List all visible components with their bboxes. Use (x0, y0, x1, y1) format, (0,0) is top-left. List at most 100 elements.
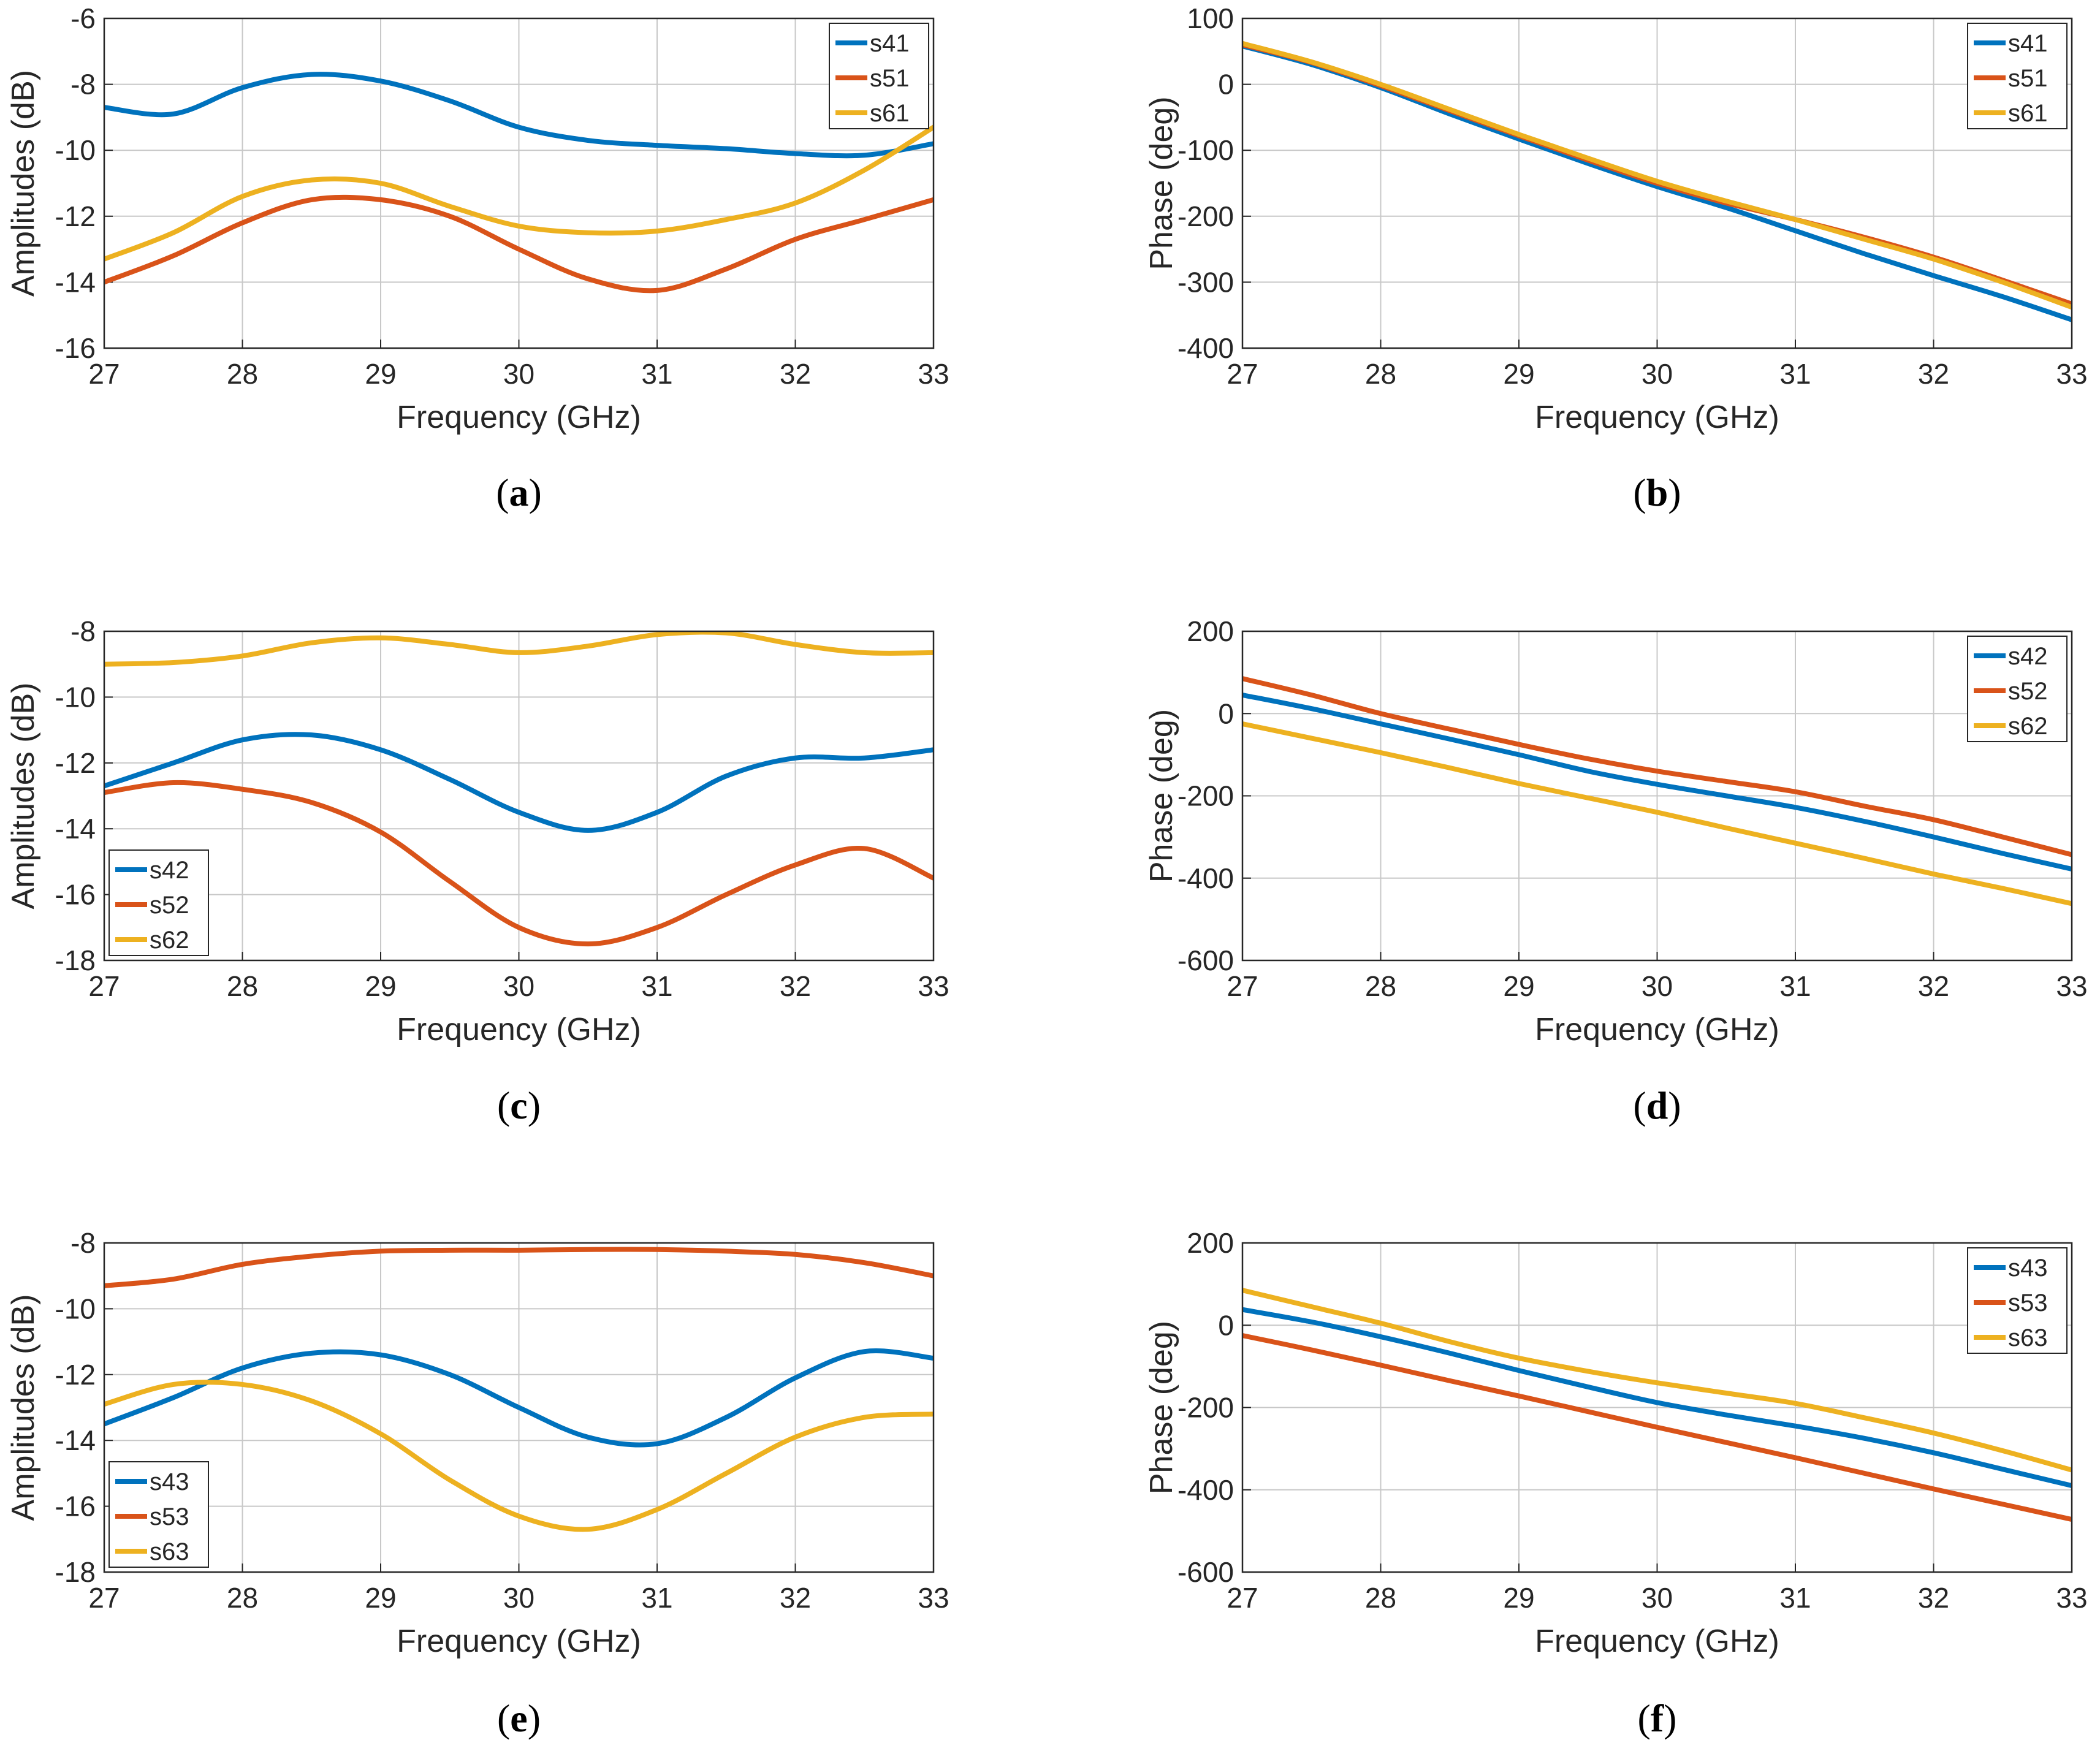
x-tick-label: 27 (1227, 358, 1258, 390)
y-tick-label: -10 (55, 681, 96, 713)
series-line-s51 (104, 194, 934, 294)
x-tick-label: 30 (1642, 1582, 1673, 1614)
x-tick-label: 29 (365, 1582, 396, 1614)
series-line-s61 (1242, 40, 2072, 310)
x-axis-label: Frequency (GHz) (1535, 1012, 1779, 1047)
panel-caption: (c) (497, 1084, 541, 1127)
y-tick-label: -14 (55, 266, 96, 298)
legend-label: s42 (150, 857, 189, 884)
x-tick-label: 31 (641, 970, 672, 1002)
x-tick-label: 29 (1503, 358, 1534, 390)
panel-caption: (a) (496, 471, 542, 514)
legend-label: s62 (150, 927, 189, 954)
y-tick-label: -600 (1177, 944, 1234, 976)
x-tick-label: 33 (2056, 1582, 2087, 1614)
x-tick-label: 28 (227, 970, 258, 1002)
x-tick-label: 27 (88, 1582, 120, 1614)
legend-label: s53 (2008, 1290, 2048, 1316)
series-line-s42 (1242, 693, 2072, 872)
x-tick-label: 33 (918, 358, 949, 390)
caption-letter: f (1651, 1696, 1664, 1740)
caption-open-paren: ( (497, 1084, 510, 1127)
caption-letter: b (1646, 471, 1668, 514)
caption-close-paren: ) (1668, 1084, 1681, 1127)
y-tick-label: -6 (70, 2, 96, 34)
x-tick-label: 33 (918, 1582, 949, 1614)
legend-label: s52 (150, 892, 189, 919)
caption-close-paren: ) (529, 471, 542, 514)
series-line-s52 (104, 780, 934, 947)
legend: s43 s53 s63 (108, 1461, 209, 1568)
y-axis-label: Phase (deg) (1144, 709, 1179, 883)
y-tick-label: -16 (55, 879, 96, 911)
x-tick-label: 32 (780, 1582, 811, 1614)
y-tick-label: -600 (1177, 1556, 1234, 1588)
x-tick-label: 32 (1918, 358, 1949, 390)
legend-label: s51 (870, 65, 910, 92)
y-tick-label: -12 (55, 1359, 96, 1391)
x-tick-label: 32 (1918, 970, 1949, 1002)
legend: s42 s52 s62 (1967, 636, 2068, 742)
caption-close-paren: ) (528, 1084, 541, 1127)
x-tick-label: 27 (88, 358, 120, 390)
caption-letter: c (510, 1084, 527, 1127)
x-tick-label: 27 (88, 970, 120, 1002)
x-tick-label: 33 (2056, 358, 2087, 390)
series-line-s61 (104, 124, 934, 262)
chart-panel-a: 27 28 29 30 31 32 33 -16 -14 -12 -10 -8 -6 Frequency … (6, 2, 949, 514)
legend-label: s63 (2008, 1324, 2048, 1351)
y-axis-label: Amplitudes (dB) (6, 683, 41, 910)
series-line-s63 (104, 1380, 934, 1532)
legend-label: s61 (870, 100, 910, 127)
x-tick-label: 27 (1227, 1582, 1258, 1614)
x-tick-label: 33 (2056, 970, 2087, 1002)
legend: s43 s53 s63 (1967, 1247, 2068, 1354)
series-line-s52 (1242, 676, 2072, 857)
legend-label: s62 (2008, 713, 2048, 740)
caption-close-paren: ) (1668, 471, 1681, 514)
x-tick-label: 28 (1365, 358, 1396, 390)
caption-open-paren: ( (496, 471, 509, 514)
series-line-s53 (104, 1247, 934, 1288)
x-tick-label: 33 (918, 970, 949, 1002)
legend-label: s43 (150, 1468, 189, 1495)
y-tick-label: -16 (55, 332, 96, 364)
x-tick-label: 30 (1642, 358, 1673, 390)
y-axis-label: Phase (deg) (1144, 1321, 1179, 1494)
y-tick-label: -200 (1177, 780, 1234, 812)
legend-label: s52 (2008, 678, 2048, 705)
x-tick-label: 31 (1779, 1582, 1811, 1614)
axes-box (103, 1242, 935, 1573)
chart-panel-e: 27 28 29 30 31 32 33 -18 -16 -14 -12 -10 -8 Frequency… (6, 1227, 949, 1740)
chart-panel-d: 27 28 29 30 31 32 33 -600 -400 -200 0 200 Frequency … (1144, 615, 2088, 1127)
chart-panel-c: 27 28 29 30 31 32 33 -18 -16 -14 -12 -10 -8 Frequency… (6, 615, 949, 1127)
x-axis-label: Frequency (GHz) (397, 1012, 641, 1047)
y-axis-label: Amplitudes (dB) (6, 70, 41, 297)
x-tick-label: 30 (503, 1582, 535, 1614)
legend-label: s43 (2008, 1255, 2048, 1282)
caption-letter: a (509, 471, 529, 514)
series-line-s62 (104, 631, 934, 667)
x-tick-label: 31 (641, 358, 672, 390)
x-tick-label: 29 (365, 970, 396, 1002)
x-tick-label: 27 (1227, 970, 1258, 1002)
caption-open-paren: ( (1633, 1084, 1646, 1127)
caption-close-paren: ) (1664, 1696, 1676, 1740)
y-tick-label: -8 (70, 69, 96, 101)
axes-box (103, 630, 935, 962)
legend: s42 s52 s62 (108, 849, 209, 956)
x-tick-label: 28 (1365, 970, 1396, 1002)
legend-label: s42 (2008, 643, 2048, 670)
x-tick-label: 30 (1642, 970, 1673, 1002)
x-tick-label: 31 (641, 1582, 672, 1614)
y-axis-label: Amplitudes (dB) (6, 1294, 41, 1521)
panel-caption: (d) (1633, 1084, 1681, 1127)
y-tick-label: -400 (1177, 1474, 1234, 1506)
y-tick-label: 0 (1218, 697, 1234, 729)
x-tick-label: 29 (1503, 1582, 1534, 1614)
x-tick-label: 28 (227, 1582, 258, 1614)
y-tick-label: -18 (55, 944, 96, 976)
x-tick-label: 29 (1503, 970, 1534, 1002)
x-tick-label: 28 (1365, 1582, 1396, 1614)
